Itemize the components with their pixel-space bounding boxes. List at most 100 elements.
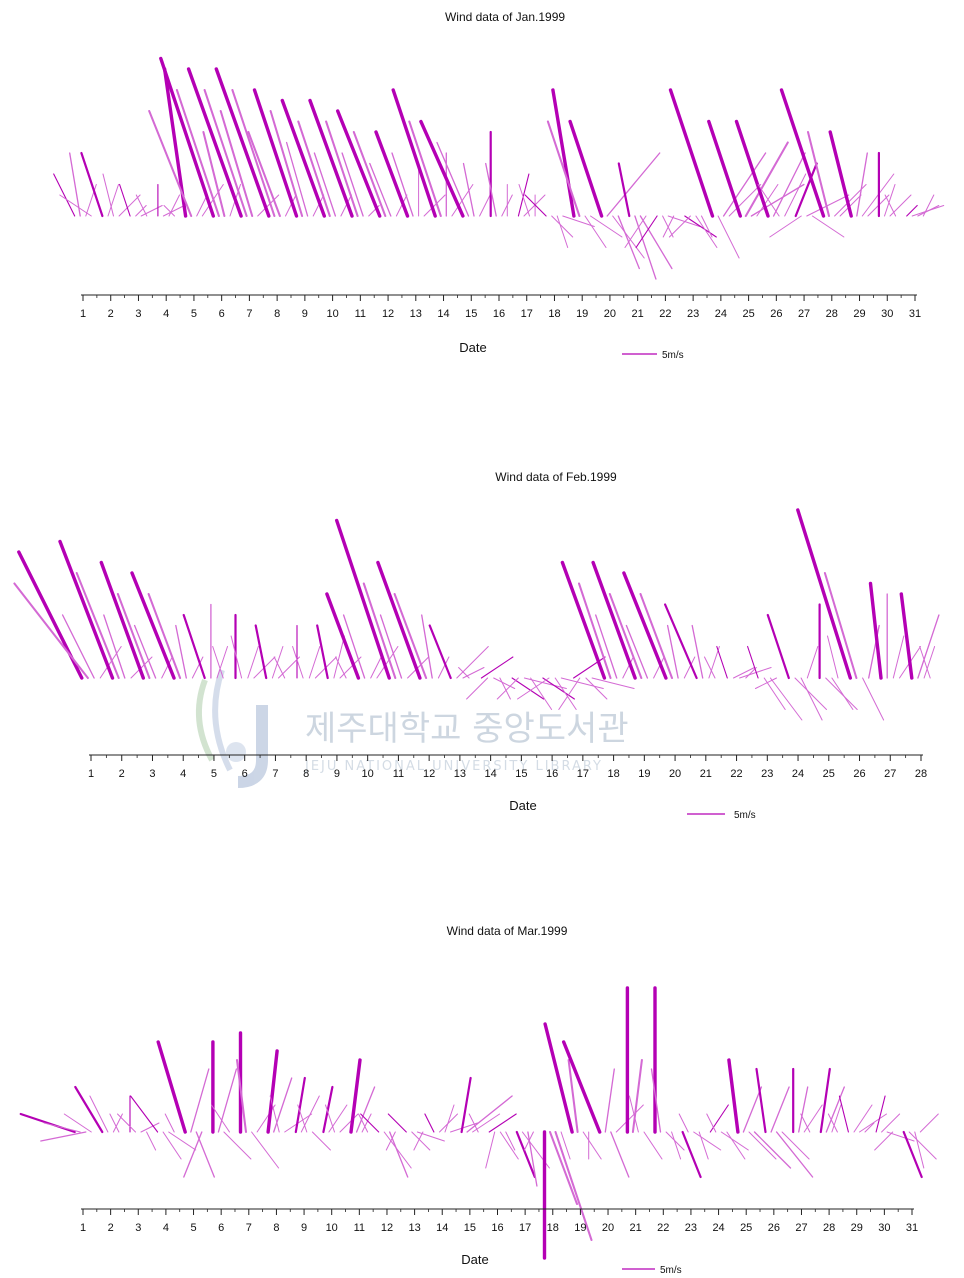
x-tick-label: 5: [190, 1222, 196, 1234]
wind-vector: [523, 194, 546, 217]
wind-vector: [369, 162, 392, 217]
wind-vector: [864, 1122, 875, 1133]
wind-vector: [717, 215, 740, 259]
x-tick-label: 20: [604, 308, 616, 320]
wind-vector: [13, 582, 89, 680]
x-tick-label: 11: [355, 308, 366, 320]
wind-vector: [393, 592, 428, 680]
wind-vector: [161, 656, 173, 679]
x-tick-label: 29: [851, 1222, 863, 1234]
wind-vector: [74, 1085, 104, 1134]
wind-vector: [756, 184, 779, 217]
wind-vector: [328, 1104, 348, 1133]
wind-vector: [493, 677, 516, 689]
x-tick-label: 27: [798, 308, 810, 320]
wind-vector: [355, 1086, 376, 1133]
wind-vector: [130, 571, 176, 680]
wind-vector: [292, 646, 304, 679]
x-tick-label: 22: [659, 308, 671, 320]
wind-vector: [922, 194, 935, 217]
x-axis: 1 2 3 4 5 6 7 8 9 10 11 12 13 14 15 16 17 18 19 20 21 22 23 24 2…: [80, 1208, 918, 1234]
wind-vectors: [19, 986, 939, 1260]
wind-vector: [748, 1131, 777, 1160]
wind-vector: [733, 667, 755, 679]
wind-vector: [892, 635, 905, 679]
x-tick-label: 21: [632, 308, 644, 320]
wind-vector: [385, 1131, 396, 1151]
wind-vector: [190, 1068, 210, 1133]
x-tick-label: 19: [638, 768, 650, 780]
wind-vector: [462, 667, 485, 679]
x-tick-label: 28: [915, 768, 927, 780]
wind-vector: [794, 162, 818, 218]
x-tick-label: 27: [884, 768, 896, 780]
wind-vector: [53, 173, 76, 217]
wind-vector: [796, 508, 852, 680]
wind-vector: [349, 1058, 362, 1134]
x-axis: 1 2 3 4 5 6 7 8 9 10 11 12 13 14 15 16 17 18 19 20 21 22 23 24 2…: [80, 294, 921, 320]
x-tick-label: 10: [362, 768, 374, 780]
x-tick-label: 2: [108, 1222, 114, 1234]
wind-vector: [523, 1131, 534, 1151]
wind-vector: [168, 1131, 197, 1151]
wind-vector: [584, 215, 607, 248]
wind-vector: [591, 560, 637, 680]
wind-vector: [806, 130, 831, 218]
wind-vector: [162, 1131, 182, 1160]
wind-vector: [376, 646, 399, 679]
wind-vector: [462, 162, 475, 217]
wind-vector: [604, 1068, 615, 1133]
wind-vector: [554, 1130, 593, 1242]
x-tick-label: 9: [301, 1222, 307, 1234]
wind-vector: [336, 109, 382, 218]
wind-vector: [117, 1113, 136, 1133]
x-tick-label: 17: [519, 1222, 531, 1234]
wind-vector: [757, 184, 780, 217]
wind-vectors: [53, 56, 945, 280]
x-tick-label: 12: [382, 308, 394, 320]
x-tick-label: 28: [823, 1222, 835, 1234]
x-tick-label: 8: [273, 1222, 279, 1234]
wind-vector: [391, 152, 414, 217]
wind-vector: [89, 1095, 109, 1133]
wind-vector: [257, 194, 280, 217]
wind-vector: [214, 67, 271, 218]
wind-vector: [63, 1113, 92, 1133]
x-tick-label: 8: [303, 768, 309, 780]
wind-vector: [325, 592, 361, 680]
wind-vector: [437, 656, 450, 679]
wind-vector: [183, 1131, 203, 1178]
x-tick-label: 6: [218, 1222, 224, 1234]
wind-vector: [919, 646, 931, 679]
wind-vector: [251, 1131, 280, 1169]
wind-vector: [219, 109, 254, 218]
wind-vector: [902, 1130, 923, 1179]
x-tick-label: 11: [393, 768, 404, 780]
x-axis: 1 2 3 4 5 6 7 8 9 10 11 12 13 14 15 16 17 18 19 20 21 22 23 24 2…: [88, 754, 927, 780]
x-tick-label: 15: [464, 1222, 476, 1234]
wind-vector: [325, 120, 359, 218]
wind-vector: [668, 88, 715, 218]
wind-vector: [361, 1113, 372, 1133]
wind-vector: [582, 1131, 602, 1160]
wind-vector: [411, 1131, 431, 1151]
wind-vector: [524, 194, 547, 217]
wind-vector: [794, 677, 827, 710]
wind-vector: [116, 592, 151, 680]
wind-vector: [280, 98, 326, 218]
wind-vector: [285, 194, 297, 217]
wind-vector: [667, 215, 701, 227]
wind-vector: [769, 215, 802, 238]
wind-vector: [917, 205, 940, 217]
wind-vector: [615, 1104, 644, 1133]
wind-vector: [335, 518, 391, 680]
x-tick-label: 27: [795, 1222, 807, 1234]
wind-vector: [297, 1104, 308, 1133]
wind-vector: [130, 1095, 159, 1133]
x-tick-label: 10: [326, 1222, 338, 1234]
wind-vector: [917, 614, 940, 679]
wind-vector: [828, 130, 853, 218]
wind-vector: [853, 1104, 873, 1133]
x-tick-label: 4: [180, 768, 186, 780]
wind-vector: [625, 624, 649, 679]
